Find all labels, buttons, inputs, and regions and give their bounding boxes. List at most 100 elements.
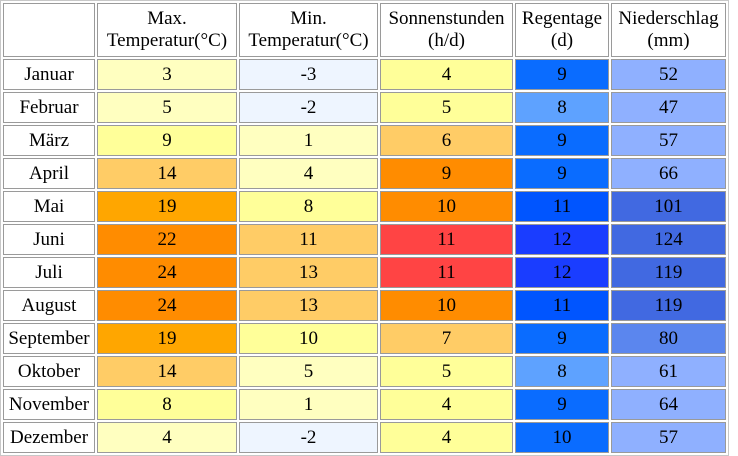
max-temp-cell: 14 <box>97 356 237 387</box>
table-row: Februar 5 -2 5 8 47 <box>3 92 726 123</box>
corner-cell <box>3 3 95 57</box>
table-row: Mai 19 8 10 11 101 <box>3 191 726 222</box>
table-row: April 14 4 9 9 66 <box>3 158 726 189</box>
sunshine-cell: 4 <box>380 422 513 453</box>
table-row: März 9 1 6 9 57 <box>3 125 726 156</box>
min-temp-cell: -2 <box>239 422 378 453</box>
month-cell: Oktober <box>3 356 95 387</box>
min-temp-cell: 1 <box>239 389 378 420</box>
month-cell: Januar <box>3 59 95 90</box>
sunshine-cell: 11 <box>380 257 513 288</box>
header-max-temp-line2: Temperatur(°C) <box>106 30 228 51</box>
table-row: August 24 13 10 11 119 <box>3 290 726 321</box>
month-cell: September <box>3 323 95 354</box>
header-max-temp-line1: Max. <box>147 8 187 29</box>
table-row: Januar 3 -3 4 9 52 <box>3 59 726 90</box>
min-temp-cell: -3 <box>239 59 378 90</box>
month-cell: Mai <box>3 191 95 222</box>
rain-days-cell: 9 <box>515 158 609 189</box>
rain-days-cell: 9 <box>515 323 609 354</box>
rain-days-cell: 12 <box>515 257 609 288</box>
sunshine-cell: 7 <box>380 323 513 354</box>
rain-days-cell: 9 <box>515 59 609 90</box>
header-precipitation-line1: Niederschlag <box>618 8 719 29</box>
min-temp-cell: -2 <box>239 92 378 123</box>
rain-days-cell: 9 <box>515 125 609 156</box>
header-min-temp-line1: Min. <box>290 8 327 29</box>
month-cell: Juli <box>3 257 95 288</box>
min-temp-cell: 11 <box>239 224 378 255</box>
precipitation-cell: 57 <box>611 125 726 156</box>
max-temp-cell: 5 <box>97 92 237 123</box>
month-cell: Dezember <box>3 422 95 453</box>
precipitation-cell: 66 <box>611 158 726 189</box>
min-temp-cell: 1 <box>239 125 378 156</box>
rain-days-cell: 11 <box>515 290 609 321</box>
max-temp-cell: 4 <box>97 422 237 453</box>
precipitation-cell: 61 <box>611 356 726 387</box>
month-cell: November <box>3 389 95 420</box>
precipitation-cell: 101 <box>611 191 726 222</box>
precipitation-cell: 64 <box>611 389 726 420</box>
max-temp-cell: 19 <box>97 323 237 354</box>
max-temp-cell: 24 <box>97 290 237 321</box>
header-sunshine-line2: (h/d) <box>428 30 465 51</box>
max-temp-cell: 19 <box>97 191 237 222</box>
rain-days-cell: 12 <box>515 224 609 255</box>
precipitation-cell: 119 <box>611 290 726 321</box>
min-temp-cell: 10 <box>239 323 378 354</box>
rain-days-cell: 8 <box>515 356 609 387</box>
table-row: November 8 1 4 9 64 <box>3 389 726 420</box>
sunshine-cell: 9 <box>380 158 513 189</box>
header-row: Max. Temperatur(°C) Min. Temperatur(°C) So… <box>3 3 726 57</box>
min-temp-cell: 8 <box>239 191 378 222</box>
sunshine-cell: 6 <box>380 125 513 156</box>
table-body: Januar 3 -3 4 9 52 Februar 5 -2 5 8 47 März 9 1 6 9 57 Apr… <box>3 59 726 453</box>
max-temp-cell: 3 <box>97 59 237 90</box>
month-cell: Februar <box>3 92 95 123</box>
header-rain-days: Regentage (d) <box>515 3 609 57</box>
header-sunshine-line1: Sonnenstunden <box>388 8 505 29</box>
sunshine-cell: 11 <box>380 224 513 255</box>
month-cell: März <box>3 125 95 156</box>
precipitation-cell: 47 <box>611 92 726 123</box>
month-cell: April <box>3 158 95 189</box>
min-temp-cell: 13 <box>239 257 378 288</box>
table-row: Oktober 14 5 5 8 61 <box>3 356 726 387</box>
sunshine-cell: 5 <box>380 356 513 387</box>
sunshine-cell: 4 <box>380 389 513 420</box>
max-temp-cell: 9 <box>97 125 237 156</box>
header-min-temp-line2: Temperatur(°C) <box>248 30 369 51</box>
header-precipitation: Niederschlag (mm) <box>611 3 726 57</box>
sunshine-cell: 4 <box>380 59 513 90</box>
rain-days-cell: 10 <box>515 422 609 453</box>
rain-days-cell: 9 <box>515 389 609 420</box>
min-temp-cell: 13 <box>239 290 378 321</box>
header-rain-days-line2: (d) <box>550 30 574 51</box>
precipitation-cell: 57 <box>611 422 726 453</box>
header-rain-days-line1: Regentage <box>521 8 603 29</box>
table-row: Dezember 4 -2 4 10 57 <box>3 422 726 453</box>
sunshine-cell: 10 <box>380 290 513 321</box>
precipitation-cell: 124 <box>611 224 726 255</box>
table-row: Juni 22 11 11 12 124 <box>3 224 726 255</box>
header-max-temp: Max. Temperatur(°C) <box>97 3 237 57</box>
sunshine-cell: 5 <box>380 92 513 123</box>
header-sunshine: Sonnenstunden (h/d) <box>380 3 513 57</box>
header-min-temp: Min. Temperatur(°C) <box>239 3 378 57</box>
table-row: September 19 10 7 9 80 <box>3 323 726 354</box>
sunshine-cell: 10 <box>380 191 513 222</box>
rain-days-cell: 11 <box>515 191 609 222</box>
max-temp-cell: 22 <box>97 224 237 255</box>
month-cell: Juni <box>3 224 95 255</box>
precipitation-cell: 52 <box>611 59 726 90</box>
month-cell: August <box>3 290 95 321</box>
min-temp-cell: 5 <box>239 356 378 387</box>
max-temp-cell: 24 <box>97 257 237 288</box>
precipitation-cell: 119 <box>611 257 726 288</box>
header-precipitation-line2: (mm) <box>647 30 690 51</box>
precipitation-cell: 80 <box>611 323 726 354</box>
table-row: Juli 24 13 11 12 119 <box>3 257 726 288</box>
rain-days-cell: 8 <box>515 92 609 123</box>
